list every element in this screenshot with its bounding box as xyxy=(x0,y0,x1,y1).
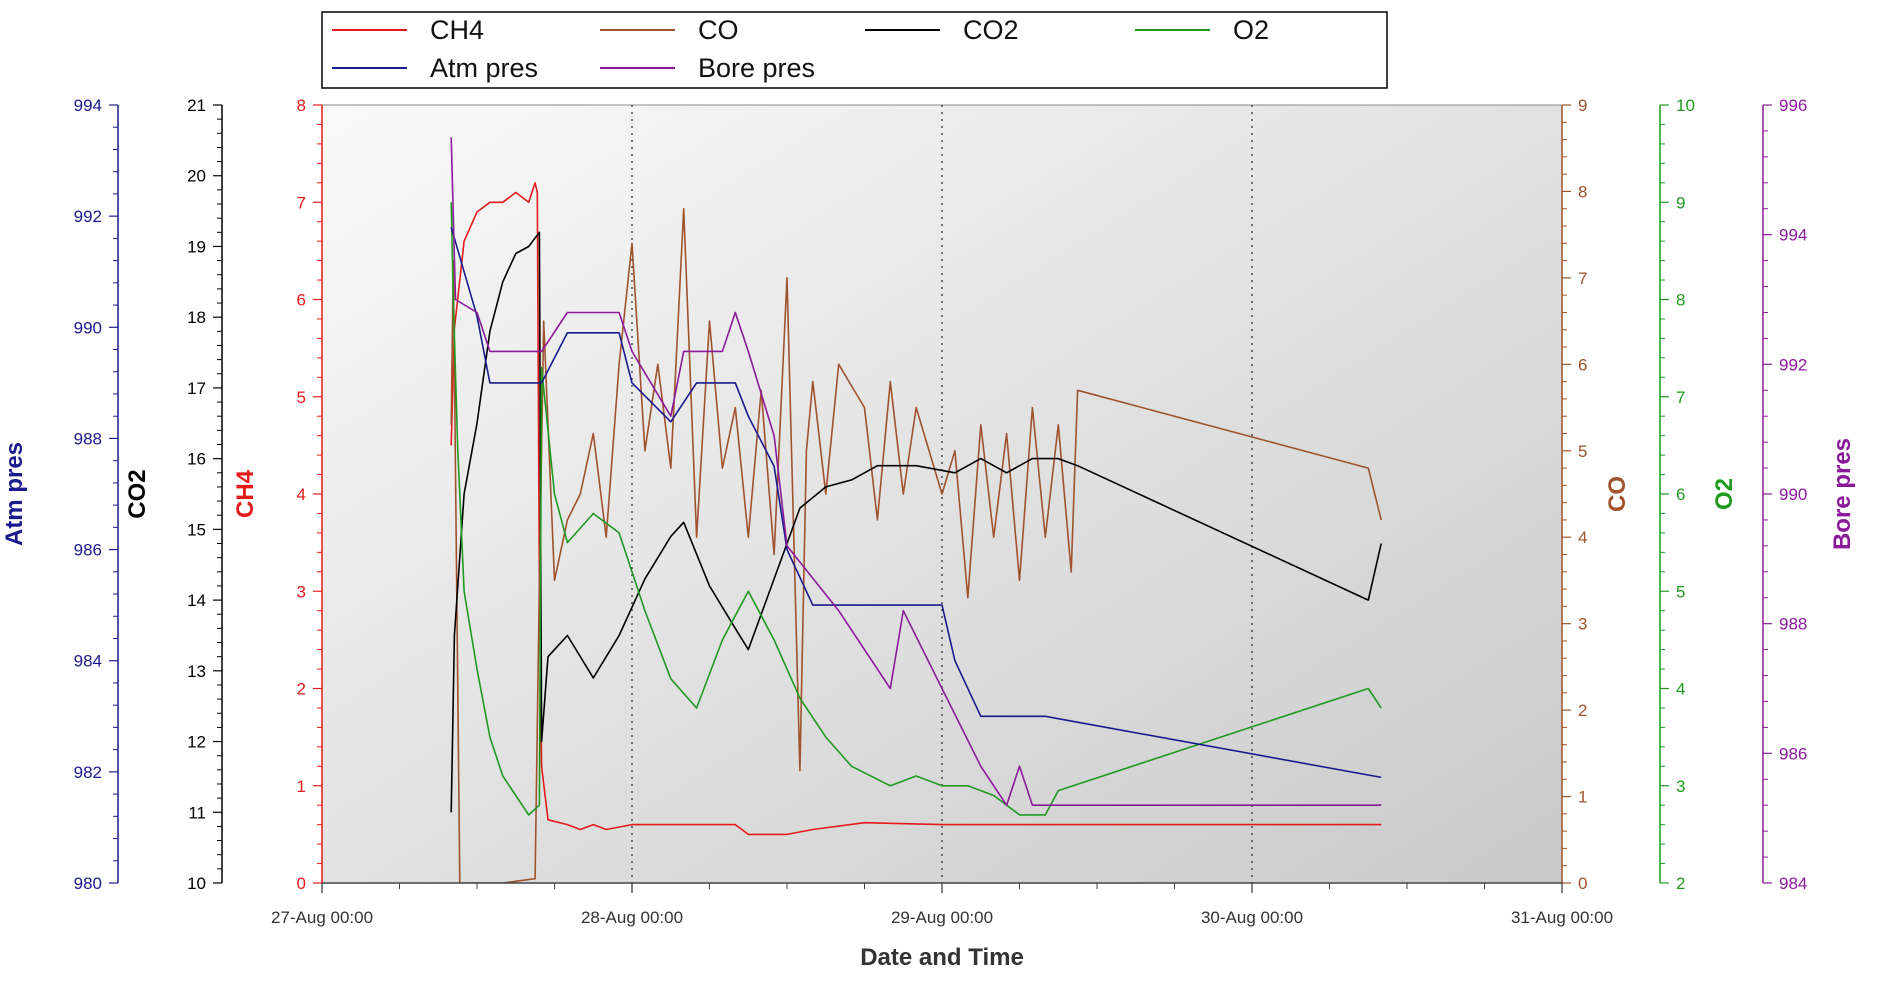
y-tick-label-bore: 996 xyxy=(1779,96,1807,115)
y-tick-label-o2: 4 xyxy=(1676,680,1685,699)
y-axis-title-co: CO xyxy=(1604,476,1631,512)
y-tick-label-co2: 12 xyxy=(187,733,206,752)
y-tick-label-bore: 994 xyxy=(1779,226,1807,245)
legend-label-bore-pres: Bore pres xyxy=(698,53,815,83)
y-tick-label-ch4: 0 xyxy=(297,874,306,893)
x-axis-title: Date and Time xyxy=(860,944,1024,971)
y-tick-label-co: 3 xyxy=(1578,615,1587,634)
y-tick-label-ch4: 6 xyxy=(297,291,306,310)
y-axis-title-co2: CO2 xyxy=(124,469,151,518)
series-line-co xyxy=(450,207,1382,883)
y-axis-o2: 2 3 4 5 6 7 8 9 10 O2 xyxy=(1659,96,1738,893)
y-tick-label-atm: 994 xyxy=(74,96,102,115)
series-layer xyxy=(450,137,1382,883)
legend-label-atm-pres: Atm pres xyxy=(430,53,538,83)
y-axis-bore: 984 986 988 990 992 994 996 Bore pres xyxy=(1762,96,1856,893)
y-axis-co: 0 1 2 3 4 5 6 7 8 9 CO xyxy=(1561,96,1631,893)
y-tick-label-co2: 21 xyxy=(187,96,206,115)
y-tick-label-ch4: 5 xyxy=(297,388,306,407)
x-tick-label: 28-Aug 00:00 xyxy=(581,908,683,927)
x-tick-label: 29-Aug 00:00 xyxy=(891,908,993,927)
y-tick-label-ch4: 3 xyxy=(297,582,306,601)
series-line-o2 xyxy=(450,202,1382,816)
y-tick-label-co: 0 xyxy=(1578,874,1587,893)
legend-label-ch4: CH4 xyxy=(430,15,484,45)
x-tick-label: 27-Aug 00:00 xyxy=(271,908,373,927)
y-tick-label-co2: 20 xyxy=(187,167,206,186)
y-tick-label-co: 5 xyxy=(1578,442,1587,461)
y-tick-label-co: 8 xyxy=(1578,182,1587,201)
y-tick-label-ch4: 4 xyxy=(297,485,306,504)
y-axis-title-o2: O2 xyxy=(1711,478,1738,510)
series-line-co2 xyxy=(450,231,1382,813)
y-tick-label-bore: 986 xyxy=(1779,744,1807,763)
y-tick-label-co2: 10 xyxy=(187,874,206,893)
y-axis-title-ch4: CH4 xyxy=(232,469,259,518)
y-tick-label-ch4: 2 xyxy=(297,680,306,699)
y-tick-label-o2: 6 xyxy=(1676,485,1685,504)
legend-label-co2: CO2 xyxy=(963,15,1019,45)
y-tick-label-atm: 980 xyxy=(74,874,102,893)
y-tick-label-co2: 19 xyxy=(187,237,206,256)
y-tick-label-co2: 11 xyxy=(188,803,206,822)
y-tick-label-atm: 982 xyxy=(74,763,102,782)
y-tick-label-atm: 992 xyxy=(74,207,102,226)
legend-box xyxy=(321,11,1388,89)
legend-label-o2: O2 xyxy=(1233,15,1269,45)
y-tick-label-co2: 13 xyxy=(187,662,206,681)
y-tick-label-bore: 990 xyxy=(1779,485,1807,504)
y-tick-label-co: 9 xyxy=(1578,96,1587,115)
y-tick-label-o2: 3 xyxy=(1676,777,1685,796)
y-tick-label-co: 4 xyxy=(1578,528,1587,547)
x-tick-label: 31-Aug 00:00 xyxy=(1511,908,1613,927)
legend-label-co: CO xyxy=(698,15,739,45)
y-tick-label-o2: 5 xyxy=(1676,582,1685,601)
y-tick-label-co2: 17 xyxy=(187,379,206,398)
y-tick-label-bore: 988 xyxy=(1779,615,1807,634)
y-tick-label-co: 7 xyxy=(1578,269,1587,288)
y-axis-title-atm: Atm pres xyxy=(1,442,28,546)
y-tick-label-o2: 7 xyxy=(1676,388,1685,407)
y-tick-label-bore: 984 xyxy=(1779,874,1807,893)
y-tick-label-o2: 8 xyxy=(1676,291,1685,310)
y-tick-label-atm: 988 xyxy=(74,429,102,448)
y-tick-label-o2: 2 xyxy=(1676,874,1685,893)
y-tick-label-ch4: 8 xyxy=(297,96,306,115)
x-axis: 27-Aug 00:00 28-Aug 00:00 29-Aug 00:00 30-A… xyxy=(271,882,1613,927)
legend: CH4 CO CO2 O2 Atm pres Bore pres xyxy=(321,11,1388,89)
y-tick-label-co: 1 xyxy=(1578,788,1587,807)
y-axis-ch4: 0 1 2 3 4 5 6 7 8 CH4 xyxy=(232,96,323,893)
series-line-ch4 xyxy=(450,182,1382,836)
y-tick-label-ch4: 7 xyxy=(297,193,306,212)
y-tick-label-co: 2 xyxy=(1578,701,1587,720)
y-axis-co2: 10 11 12 13 14 15 16 17 18 19 20 21 CO2 xyxy=(124,96,223,893)
y-tick-label-co2: 15 xyxy=(187,520,206,539)
y-tick-label-co2: 16 xyxy=(187,450,206,469)
y-tick-label-o2: 10 xyxy=(1676,96,1695,115)
y-tick-label-atm: 986 xyxy=(74,541,102,560)
series-line-atm-pres xyxy=(450,227,1382,779)
y-tick-label-atm: 990 xyxy=(74,318,102,337)
y-tick-label-bore: 992 xyxy=(1779,355,1807,374)
y-tick-label-co: 6 xyxy=(1578,355,1587,374)
series-line-bore-pres xyxy=(450,137,1382,807)
y-tick-label-atm: 984 xyxy=(74,652,102,671)
y-tick-label-ch4: 1 xyxy=(297,777,306,796)
x-tick-label: 30-Aug 00:00 xyxy=(1201,908,1303,927)
y-tick-label-o2: 9 xyxy=(1676,193,1685,212)
y-tick-label-co2: 14 xyxy=(187,591,206,610)
y-axis-atm: 980 982 984 986 988 990 992 994 Atm pres xyxy=(1,96,119,893)
y-tick-label-co2: 18 xyxy=(187,308,206,327)
y-axis-title-bore: Bore pres xyxy=(1829,438,1856,550)
